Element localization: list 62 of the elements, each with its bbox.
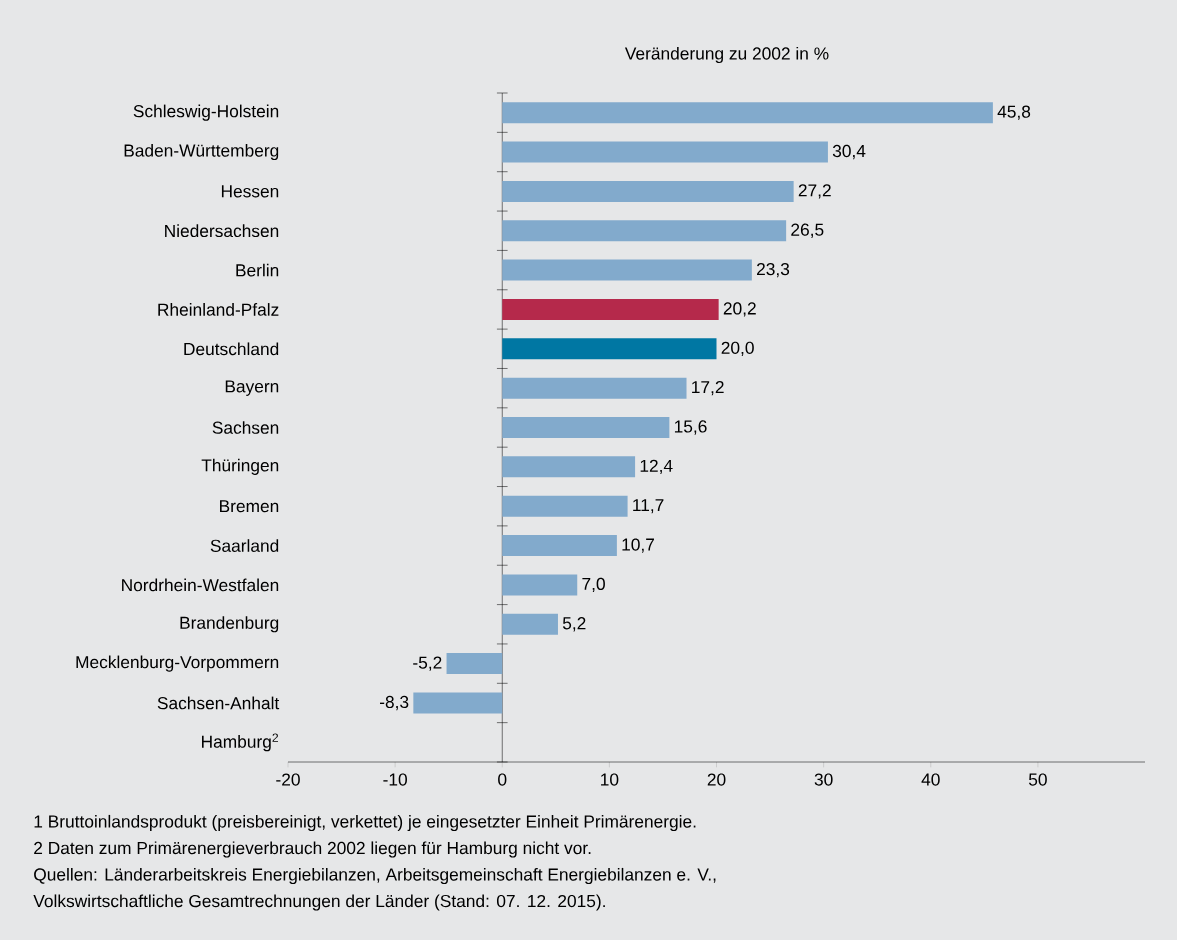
y-tick-label: Bremen xyxy=(220,500,279,513)
y-tick-label: Sachsen-Anhalt xyxy=(157,696,280,710)
y-tick-label: Brandenburg xyxy=(180,616,279,633)
x-tick-label: -20 xyxy=(276,773,300,786)
data-label: 23,3 xyxy=(757,262,790,278)
bar xyxy=(502,417,670,438)
x-tick-label: 0 xyxy=(498,773,507,786)
bar xyxy=(502,338,717,360)
y-tick-label: Schleswig-Holstein xyxy=(133,104,279,121)
x-tick-label: 10 xyxy=(601,773,619,786)
bar xyxy=(502,613,558,635)
data-label: -5,2 xyxy=(413,656,442,671)
bar xyxy=(502,377,687,399)
x-tick-label: 40 xyxy=(921,773,940,786)
data-label: 5,2 xyxy=(562,617,586,632)
data-label: -8,3 xyxy=(379,695,409,711)
y-tick-label: Deutschland xyxy=(184,342,279,356)
data-label: 20,0 xyxy=(721,341,754,356)
chart-title: Veränderung zu 2002 in % xyxy=(624,46,829,64)
bar xyxy=(446,653,503,675)
x-tick-label: 50 xyxy=(1028,773,1047,786)
x-tick-label: 30 xyxy=(814,773,833,786)
y-tick-label: Niedersachsen xyxy=(165,224,279,238)
data-label: 10,7 xyxy=(622,538,654,553)
data-label: 27,2 xyxy=(798,184,831,199)
y-tick-label: Mecklenburg-Vorpommern xyxy=(76,655,279,672)
data-label: 30,4 xyxy=(832,144,866,160)
y-tick-label: Saarland xyxy=(210,539,279,552)
bar xyxy=(502,102,993,124)
data-label: 7,0 xyxy=(582,577,605,593)
y-tick-label: Bayern xyxy=(225,380,279,396)
x-tick-label: 20 xyxy=(707,773,726,786)
bar xyxy=(502,495,628,517)
bar xyxy=(502,535,617,557)
x-tick-label: -10 xyxy=(383,773,407,786)
data-label: 12,4 xyxy=(640,459,673,475)
y-tick-label: Sachsen xyxy=(212,421,279,434)
bar xyxy=(502,298,719,320)
y-tick-label: Hamburg$^{2}$ xyxy=(202,733,279,752)
y-tick-label: Berlin xyxy=(236,263,279,277)
bar xyxy=(502,141,828,163)
data-label: 15,6 xyxy=(674,420,707,435)
bar xyxy=(502,220,787,242)
y-tick-label: Thüringen xyxy=(201,458,279,475)
data-label: 26,5 xyxy=(791,223,824,238)
text: 2 Daten zum Primärenergieverbrauch 2002 liegen für Hamburg nicht vor. xyxy=(34,841,591,858)
bar xyxy=(502,456,636,478)
source-note: Quellen: Länderarbeitskreis Energiebilanzen, Arbeitsgemeinschaft Energiebilanzen e. V., xyxy=(34,867,716,885)
data-label: 17,2 xyxy=(692,380,724,396)
text: 1 Bruttoinlandsprodukt (preisbereinigt, verkettet) je eingesetzter Einheit Primärenergie. xyxy=(34,814,696,832)
bar xyxy=(413,692,503,714)
y-tick-label: Nordrhein-Westfalen xyxy=(122,578,279,592)
data-label: 20,2 xyxy=(723,302,756,317)
text: Volkswirtschaftliche Gesamtrechnungen der Länder (Stand: 07. 12. 2015). xyxy=(33,894,605,911)
data-label: 45,8 xyxy=(997,105,1031,120)
y-tick-label: Rheinland-Pfalz xyxy=(158,303,279,316)
y-tick-label: Hessen xyxy=(221,185,279,198)
bar xyxy=(502,180,794,202)
y-tick-label: Baden-Württemberg xyxy=(124,143,279,161)
bar xyxy=(502,574,578,596)
bar xyxy=(502,259,752,281)
data-label: 11,7 xyxy=(633,499,664,514)
